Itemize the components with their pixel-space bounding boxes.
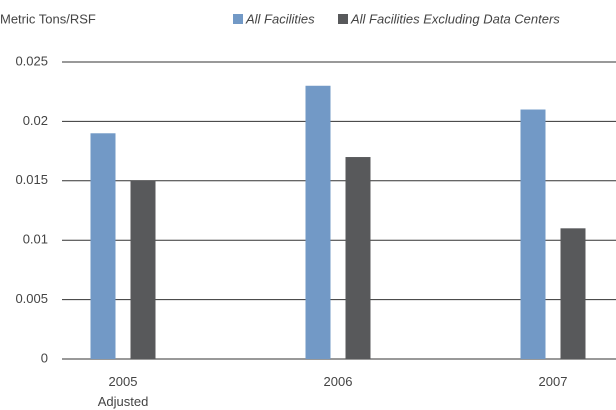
y-tick-label: 0.01	[23, 232, 48, 247]
bar	[520, 109, 546, 360]
bar	[130, 180, 156, 359]
y-tick-label: 0.005	[15, 291, 48, 306]
bar	[305, 85, 331, 359]
legend-text: All Facilities	[245, 11, 315, 26]
bar	[345, 157, 371, 359]
y-tick-label: 0.02	[23, 113, 48, 128]
y-tick-label: 0	[41, 350, 48, 365]
bar	[560, 228, 586, 359]
x-tick-label: 2007	[538, 374, 568, 389]
x-tick-label: 2005 Adjusted	[97, 374, 149, 409]
y-axis-label: Metric Tons/RSF	[0, 11, 96, 26]
legend-swatch	[233, 14, 243, 24]
bar	[90, 133, 116, 359]
y-tick-label: 0.015	[15, 172, 48, 187]
y-tick-label: 0.025	[15, 53, 48, 68]
legend-swatch	[338, 14, 348, 24]
x-tick-label: 2006	[323, 374, 353, 389]
legend-text: All Facilities Excluding Data Centers	[350, 11, 560, 26]
